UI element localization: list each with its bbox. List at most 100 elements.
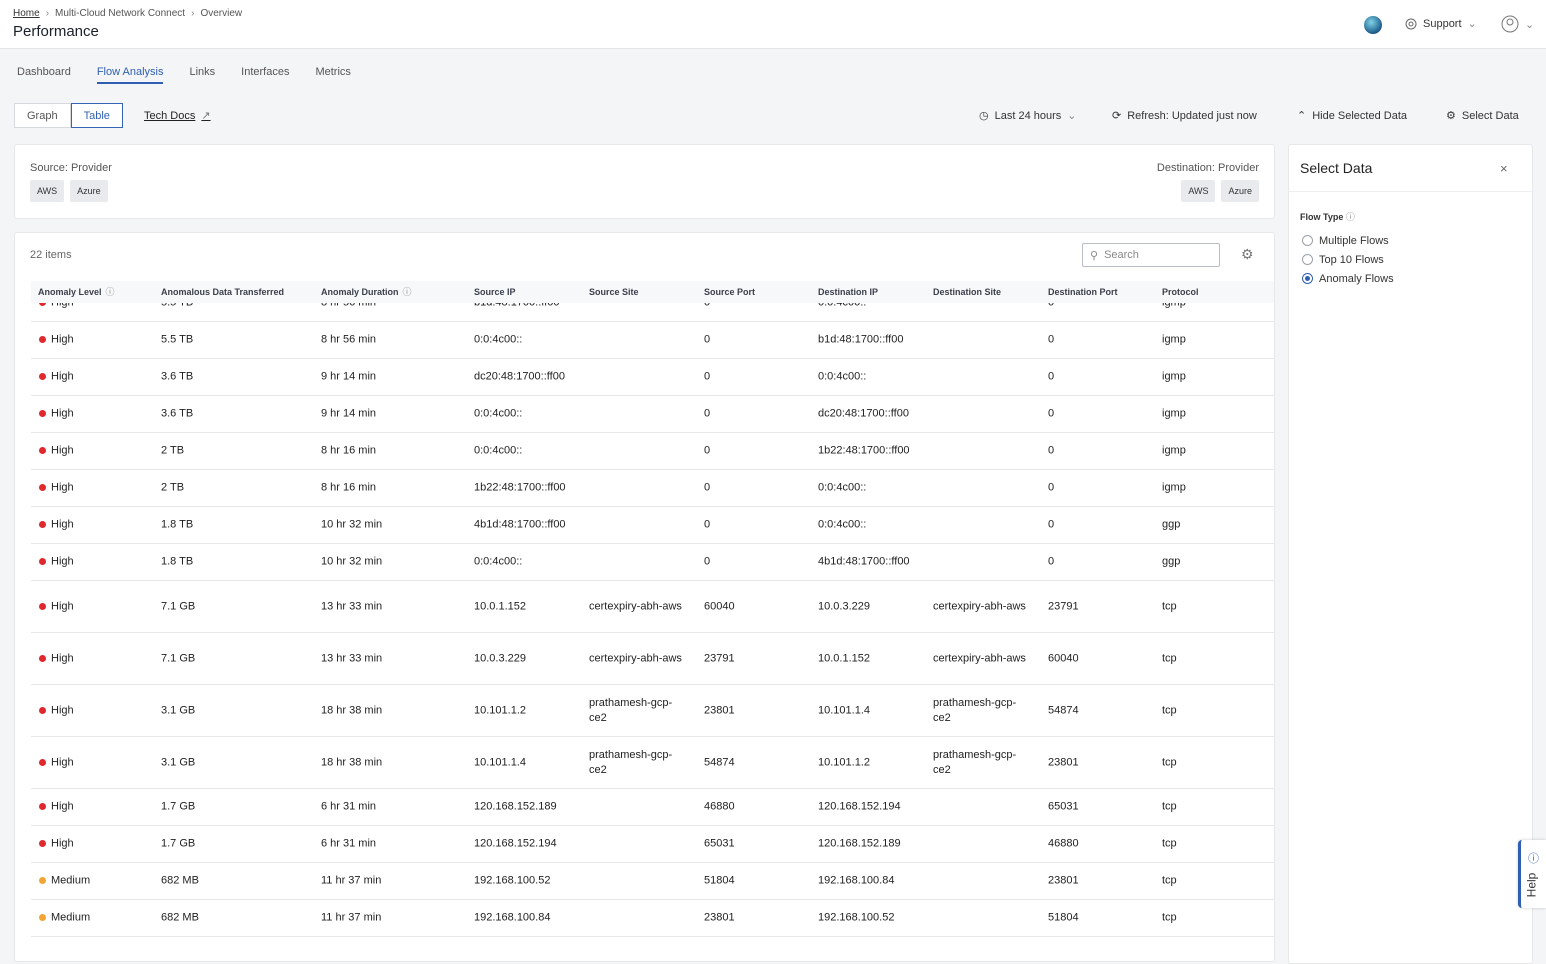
table-cell: 51804 [1048, 911, 1079, 924]
help-tab[interactable]: ⓘ Help [1518, 840, 1546, 908]
icon [1405, 18, 1417, 29]
page-title: Performance [13, 23, 99, 40]
table-cell: 0:0:4c00:: [474, 555, 523, 568]
label: Last 24 hours [994, 109, 1062, 122]
hide-selected[interactable]: ⌃ Hide Selected Data [1297, 109, 1407, 123]
table-row[interactable]: High 5.5 TB 8 hr 56 min b1d:48:1700::ff00 0 0… [31, 303, 1274, 322]
table-cell: 10 hr 32 min [321, 555, 383, 568]
table-row[interactable]: High 7.1 GB 13 hr 33 min 10.0.1.152 certexpi… [31, 581, 1274, 633]
table-cell: 0:0:4c00:: [818, 481, 867, 494]
level-dot [39, 521, 46, 528]
table-cell: dc20:48:1700::ff00 [818, 407, 909, 420]
radio-option[interactable]: Top 10 Flows [1302, 250, 1394, 269]
table-row[interactable]: High 3.6 TB 9 hr 14 min dc20:48:1700::ff00 0… [31, 359, 1274, 396]
table-cell: 192.168.100.52 [818, 911, 895, 924]
tab[interactable]: Links [189, 66, 216, 78]
table-cell: certexpiry-abh-aws [589, 600, 682, 612]
column-title: Destination Site [933, 287, 1002, 297]
table-cell: 23801 [704, 704, 735, 716]
tab[interactable]: Flow Analysis [96, 66, 164, 84]
table-row[interactable]: High 3.1 GB 18 hr 38 min 10.101.1.2 prathame… [31, 685, 1274, 737]
table-row[interactable]: High 2 TB 8 hr 16 min 0:0:4c00:: 0 1b22:48:17… [31, 433, 1274, 470]
column-header: Destination IP [818, 281, 878, 303]
tech-docs-link[interactable]: Tech Docs ↗ [144, 109, 211, 123]
radio-option[interactable]: Multiple Flows [1302, 231, 1394, 250]
select-data[interactable]: ⚙ Select Data [1446, 109, 1519, 123]
table-cell: 10.101.1.2 [818, 756, 870, 768]
table-cell: 54874 [1048, 704, 1079, 716]
close-button[interactable]: × [1500, 161, 1508, 176]
table-cell: 18 hr 38 min [321, 704, 383, 716]
table-row[interactable]: High 1.7 GB 6 hr 31 min 120.168.152.194 6503… [31, 826, 1274, 863]
help-label: Help [1524, 872, 1539, 898]
radio-button[interactable] [1302, 254, 1313, 265]
column-header: Source Site [589, 281, 639, 303]
table-row[interactable]: High 3.6 TB 9 hr 14 min 0:0:4c00:: 0 dc20:48:… [31, 396, 1274, 433]
icon: ◷ [979, 110, 989, 122]
level-dot [39, 840, 46, 847]
radio-button[interactable] [1302, 235, 1313, 246]
tab[interactable]: Metrics [315, 66, 351, 78]
table-cell: ggp [1162, 555, 1181, 568]
level-dot [39, 373, 46, 380]
user-menu[interactable]: ⌄ [1501, 15, 1534, 33]
table-row[interactable]: High 5.5 TB 8 hr 56 min 0:0:4c00:: 0 b1d:48:1… [31, 322, 1274, 359]
table-cell: dc20:48:1700::ff00 [474, 370, 565, 383]
table-row[interactable]: High 1.7 GB 6 hr 31 min 120.168.152.189 4688… [31, 789, 1274, 826]
time-range[interactable]: ◷ Last 24 hours ⌄ [979, 109, 1076, 123]
table-cell: High [51, 555, 74, 568]
table-cell: 8 hr 56 min [321, 333, 377, 346]
table-cell: 0 [1048, 407, 1055, 420]
search-input[interactable]: ⚲ Search [1082, 243, 1220, 267]
settings-icon[interactable]: ⚙ [1241, 246, 1254, 262]
table-cell: prathamesh-gcp-ce2 [589, 696, 673, 724]
table-cell: 51804 [704, 874, 735, 887]
toggle-button[interactable]: Table [70, 103, 123, 128]
table-cell: tcp [1162, 704, 1177, 716]
radio-button[interactable] [1302, 273, 1313, 284]
column-title: Destination IP [818, 287, 879, 297]
support-menu[interactable]: Support ⌄ [1405, 17, 1477, 30]
table-row[interactable]: High 1.8 TB 10 hr 32 min 0:0:4c00:: 0 4b1d:48… [31, 544, 1274, 581]
breadcrumb-link[interactable]: Home [13, 8, 40, 19]
table-cell: 4b1d:48:1700::ff00 [818, 555, 910, 568]
table-header: Anomaly Level ⓘ Anomalous Data Transferred… [31, 281, 1274, 303]
table-row[interactable]: High 7.1 GB 13 hr 33 min 10.0.3.229 certexpi… [31, 633, 1274, 685]
table-cell: 0 [704, 303, 710, 311]
filter-card: Source: Provider AWS Azure Destination: P… [14, 144, 1275, 219]
table-cell: 0:0:4c00:: [818, 518, 867, 531]
table-cell: 1b22:48:1700::ff00 [474, 481, 566, 494]
table-cell: High [51, 407, 74, 420]
table-cell: High [51, 303, 74, 311]
table-cell: High [51, 518, 74, 531]
table-cell: 0 [1048, 444, 1055, 457]
radio-option[interactable]: Anomaly Flows [1302, 269, 1394, 288]
table-cell: 0 [1048, 555, 1055, 568]
breadcrumb-link[interactable]: Multi-Cloud Network Connect [55, 8, 186, 19]
table-cell: 10.101.1.2 [474, 704, 526, 716]
tab[interactable]: Interfaces [241, 66, 290, 78]
view-toggle: Graph Table [14, 103, 123, 128]
tab[interactable]: Dashboard [17, 66, 71, 78]
icon: ⚙ [1446, 110, 1456, 122]
table-row[interactable]: High 3.1 GB 18 hr 38 min 10.101.1.4 prathame… [31, 737, 1274, 789]
option-label: Top 10 Flows [1319, 253, 1384, 266]
avatar-logo[interactable] [1364, 16, 1382, 34]
refresh[interactable]: ⟳ Refresh: Updated just now [1112, 109, 1257, 123]
source-tags: AWS Azure [30, 180, 114, 202]
toggle-button[interactable]: Graph [14, 103, 71, 128]
table-row[interactable]: Medium 682 MB 11 hr 37 min 192.168.100.84 23… [31, 900, 1274, 937]
table-cell: 0:0:4c00:: [818, 303, 866, 311]
table-row[interactable]: Medium 682 MB 11 hr 37 min 192.168.100.52 51… [31, 863, 1274, 900]
tag: Azure [1221, 180, 1259, 202]
label: Refresh: Updated just now [1127, 109, 1257, 122]
table-cell: 6 hr 31 min [321, 800, 377, 813]
level-dot [39, 558, 46, 565]
table-cell: certexpiry-abh-aws [933, 652, 1026, 664]
table-row[interactable]: High 1.8 TB 10 hr 32 min 4b1d:48:1700::ff00… [31, 507, 1274, 544]
table-row[interactable]: High 2 TB 8 hr 16 min 1b22:48:1700::ff00 0 0:… [31, 470, 1274, 507]
column-title: Destination Port [1048, 287, 1118, 297]
table-cell: igmp [1162, 444, 1186, 457]
table-cell: igmp [1162, 481, 1186, 494]
